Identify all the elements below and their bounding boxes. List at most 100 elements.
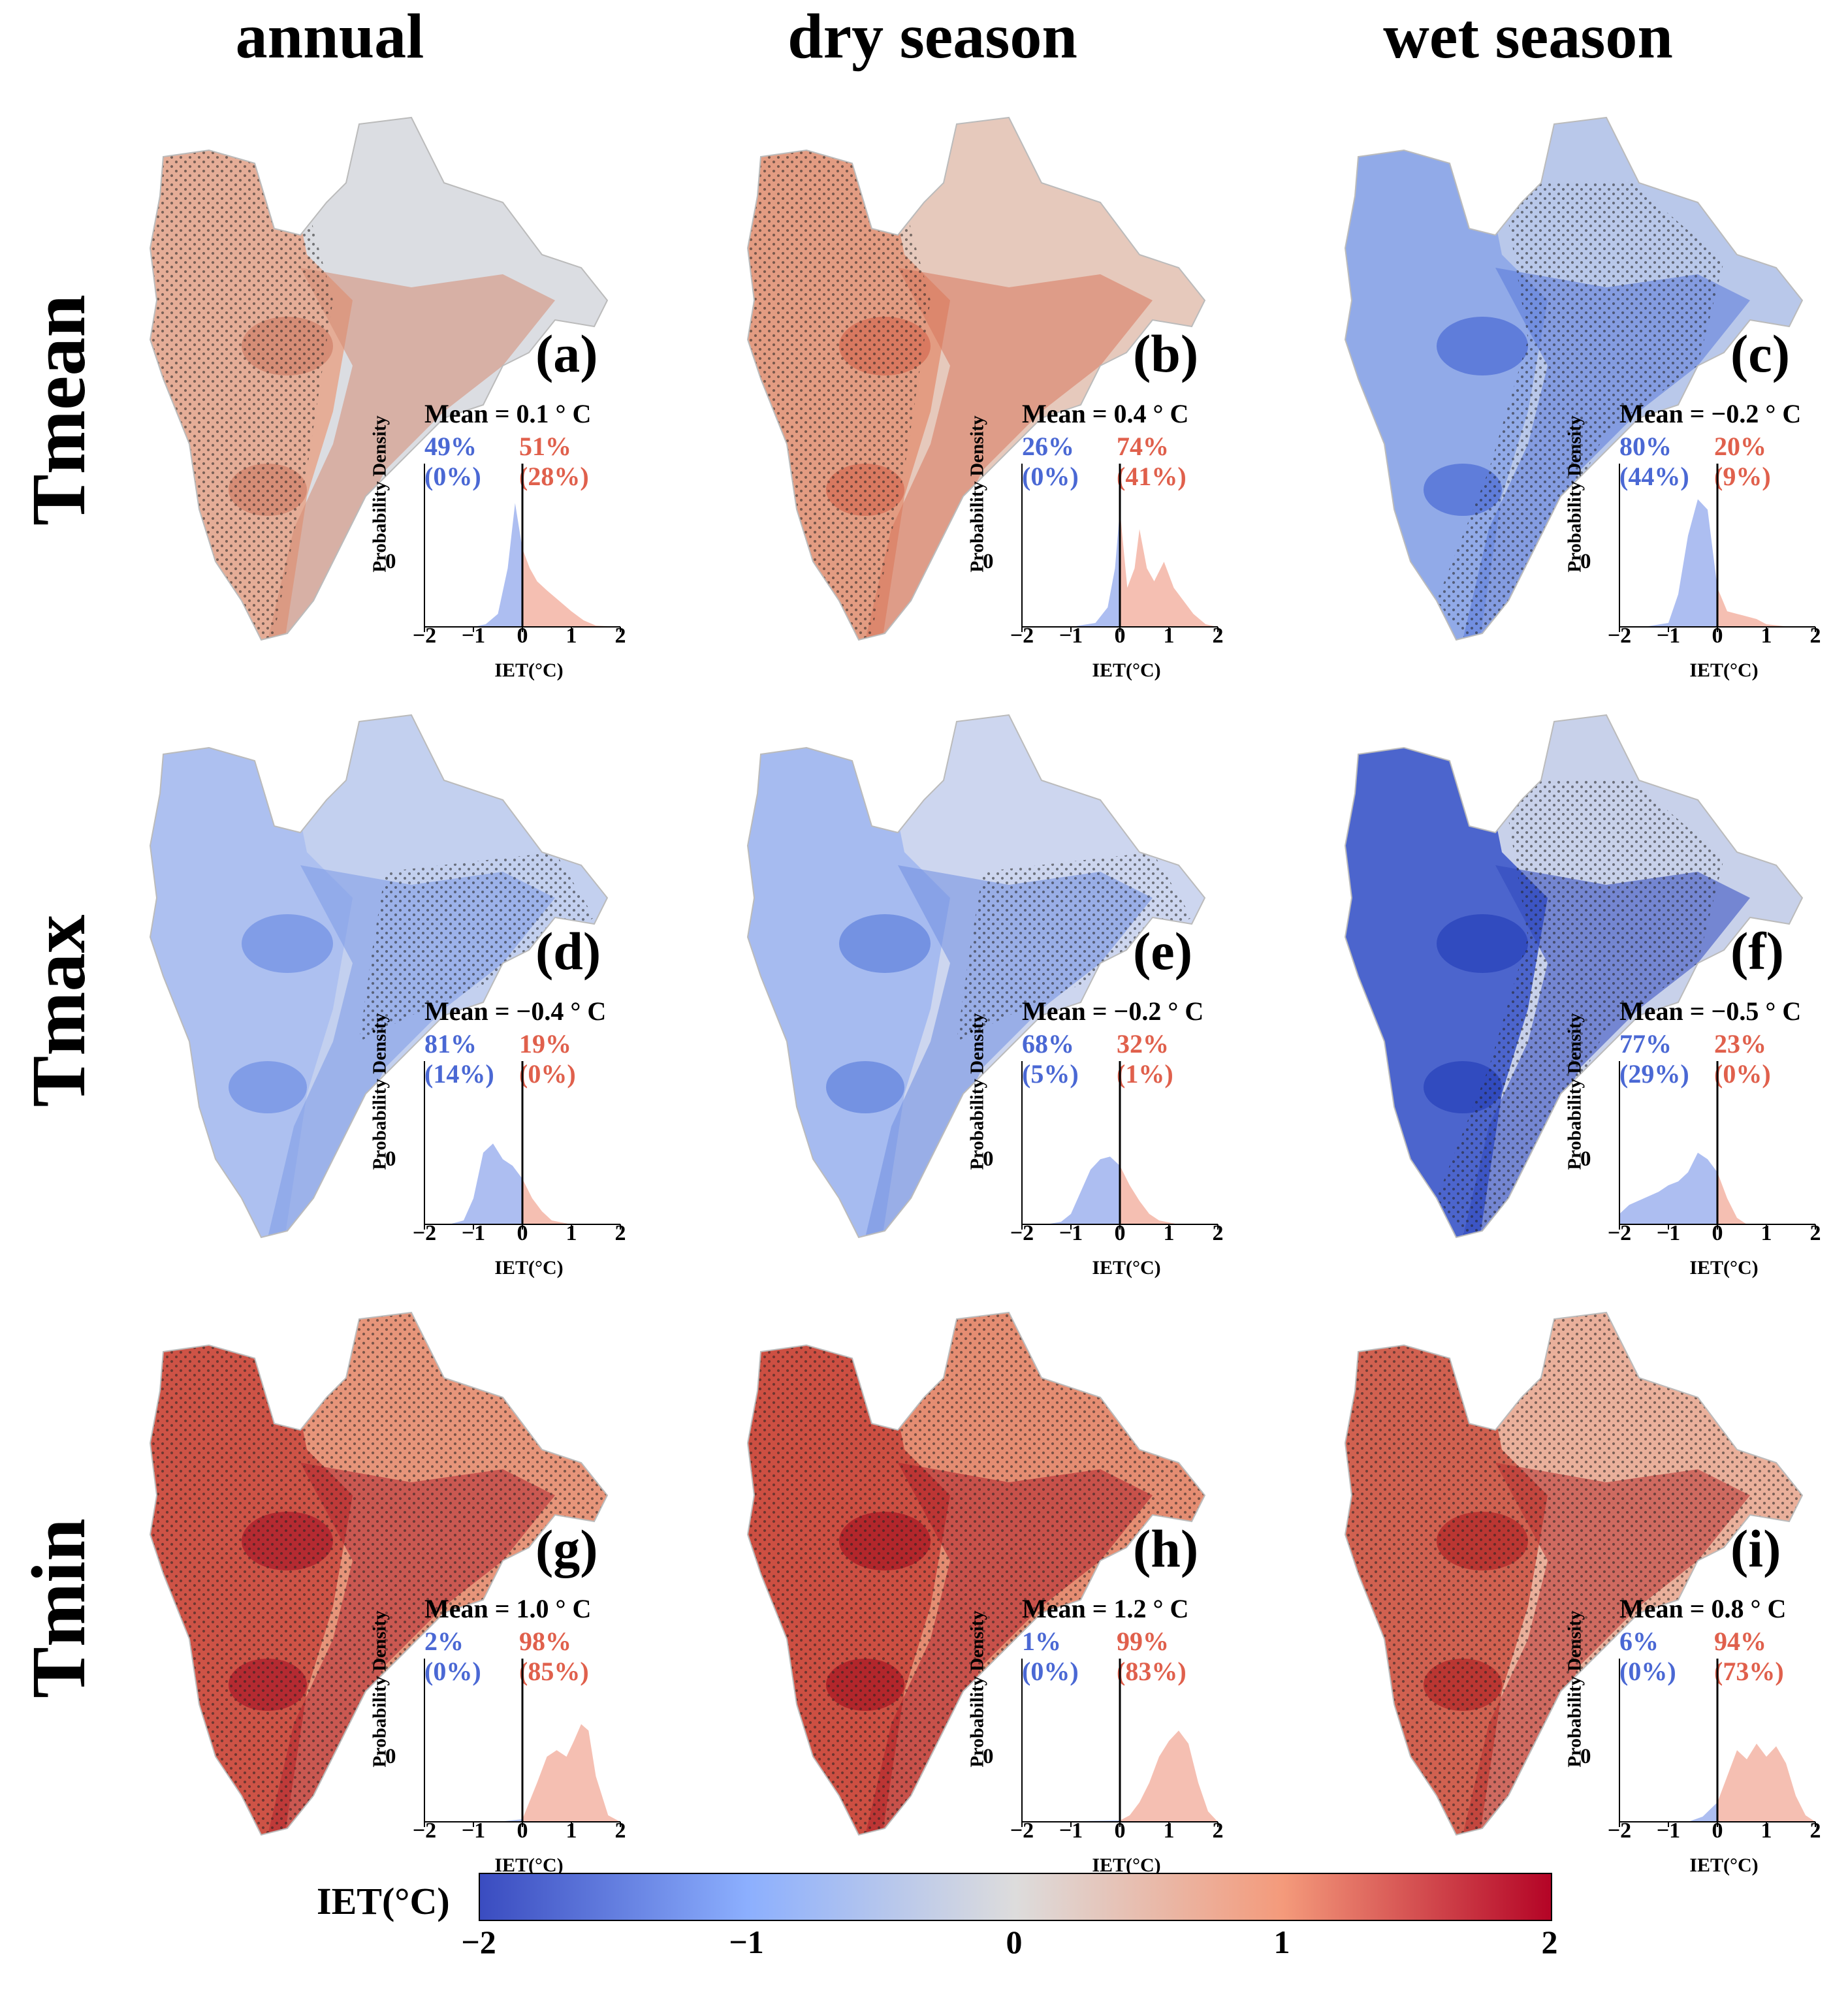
row-title-tmean: Tmean bbox=[16, 294, 101, 526]
colorbar-tick: −2 bbox=[461, 1924, 496, 1960]
mean-label: Mean = 1.2 ° C bbox=[1022, 1594, 1189, 1623]
density-area-negative bbox=[1619, 1153, 1717, 1224]
density-inset: Mean = 0.1 ° C 49% (0%) 51% (28%) Probability… bbox=[370, 398, 673, 681]
panel-label: (d) bbox=[535, 921, 601, 981]
negative-share: 80% bbox=[1619, 432, 1672, 461]
inset-x-tick: 1 bbox=[1760, 1221, 1772, 1245]
basin-outline bbox=[1344, 714, 1804, 1239]
density-inset: Mean = −0.5 ° C 77% (29%) 23% (0%) Probabilit… bbox=[1565, 996, 1848, 1279]
negative-share: 1% bbox=[1022, 1627, 1061, 1656]
positive-share: 20% bbox=[1714, 432, 1766, 461]
colorbar-tick: −1 bbox=[729, 1924, 764, 1960]
inset-x-tick: 2 bbox=[1809, 624, 1821, 648]
inset-x-axis-label: IET(°C) bbox=[1092, 1257, 1161, 1279]
inset-y-tick: 0 bbox=[1580, 1745, 1591, 1768]
panel-label: (f) bbox=[1730, 921, 1784, 981]
map-region-center bbox=[268, 268, 555, 640]
inset-x-tick: −2 bbox=[1010, 1221, 1034, 1245]
inset-x-axis-label: IET(°C) bbox=[1689, 1854, 1759, 1876]
inset-x-axis-label: IET(°C) bbox=[1689, 1257, 1759, 1279]
positive-significant-share: (0%) bbox=[1714, 1059, 1771, 1089]
density-plot bbox=[424, 464, 621, 632]
panel-h: (h) Mean = 1.2 ° C 1% (0%) 99% (83%) Probabili… bbox=[722, 1299, 1283, 1876]
density-area-positive bbox=[522, 549, 620, 627]
inset-x-tick: 1 bbox=[1760, 1819, 1772, 1843]
inset-x-tick: 0 bbox=[1114, 624, 1126, 648]
inset-y-tick: 0 bbox=[983, 550, 994, 573]
inset-x-tick: 1 bbox=[566, 1221, 577, 1245]
inset-x-tick: 0 bbox=[1712, 1819, 1723, 1843]
inset-x-tick: −1 bbox=[1059, 1819, 1083, 1843]
density-inset: Mean = −0.2 ° C 68% (5%) 32% (1%) Probability… bbox=[967, 996, 1270, 1279]
mean-label: Mean = 0.8 ° C bbox=[1619, 1594, 1787, 1623]
panel-label: (e) bbox=[1133, 921, 1193, 981]
density-area-positive bbox=[1120, 1730, 1218, 1822]
inset-x-tick: 0 bbox=[517, 1819, 528, 1843]
panel-label: (h) bbox=[1133, 1519, 1199, 1578]
basin-map bbox=[149, 1311, 609, 1836]
density-inset: Mean = 0.8 ° C 6% (0%) 94% (73%) Probability … bbox=[1565, 1593, 1848, 1876]
inset-x-tick: −2 bbox=[412, 1221, 437, 1245]
inset-y-tick: 0 bbox=[385, 1745, 396, 1768]
mean-label: Mean = −0.5 ° C bbox=[1619, 996, 1802, 1026]
inset-x-tick: −1 bbox=[461, 1221, 486, 1245]
density-plot bbox=[424, 1061, 621, 1230]
inset-x-tick: 1 bbox=[1163, 624, 1175, 648]
positive-share: 23% bbox=[1714, 1029, 1766, 1058]
basin-outline bbox=[149, 1311, 609, 1836]
density-area-positive bbox=[1120, 509, 1218, 627]
inset-x-tick: 1 bbox=[1760, 624, 1772, 648]
inset-x-tick: 0 bbox=[517, 1221, 528, 1245]
mean-label: Mean = 0.4 ° C bbox=[1022, 399, 1189, 428]
column-title-annual: annual bbox=[235, 1, 424, 72]
significance-stipple bbox=[957, 852, 1192, 1042]
density-area-positive bbox=[522, 1724, 620, 1822]
panel-f: (f) Mean = −0.5 ° C 77% (29%) 23% (0%) Probabi… bbox=[1319, 702, 1848, 1279]
row-title-tmax: Tmax bbox=[16, 914, 101, 1107]
density-area-negative bbox=[424, 1143, 522, 1224]
basin-outline bbox=[1344, 116, 1804, 641]
positive-share: 32% bbox=[1117, 1029, 1169, 1058]
basin-map bbox=[1344, 714, 1804, 1239]
density-inset: Mean = 1.2 ° C 1% (0%) 99% (83%) Probability … bbox=[967, 1593, 1270, 1876]
density-area-negative bbox=[424, 503, 522, 627]
inset-x-axis-label: IET(°C) bbox=[1689, 660, 1759, 681]
inset-x-tick: 2 bbox=[1809, 1819, 1821, 1843]
basin-map bbox=[1344, 1311, 1804, 1836]
density-plot bbox=[1021, 464, 1219, 632]
negative-share: 81% bbox=[424, 1029, 477, 1058]
inset-x-tick: −1 bbox=[1656, 1819, 1681, 1843]
inset-x-tick: 1 bbox=[566, 1819, 577, 1843]
inset-x-tick: −1 bbox=[1059, 1221, 1083, 1245]
inset-x-tick: 2 bbox=[1809, 1221, 1821, 1245]
basin-map bbox=[746, 116, 1206, 641]
positive-share: 94% bbox=[1714, 1627, 1766, 1656]
basin-outline bbox=[149, 116, 609, 641]
map-hotspot bbox=[826, 1061, 904, 1113]
inset-y-tick: 0 bbox=[1580, 550, 1591, 573]
significance-stipple bbox=[359, 852, 594, 1042]
inset-x-tick: −2 bbox=[412, 1819, 437, 1843]
negative-significant-share: (0%) bbox=[1022, 462, 1079, 491]
mean-label: Mean = 0.1 ° C bbox=[424, 399, 592, 428]
inset-x-tick: −1 bbox=[1059, 624, 1083, 648]
positive-share: 19% bbox=[519, 1029, 571, 1058]
panel-label: (g) bbox=[535, 1519, 598, 1578]
negative-significant-share: (0%) bbox=[1619, 1657, 1676, 1686]
inset-y-tick: 0 bbox=[1580, 1147, 1591, 1171]
inset-x-tick: −2 bbox=[412, 624, 437, 648]
negative-significant-share: (14%) bbox=[424, 1059, 494, 1089]
positive-significant-share: (85%) bbox=[519, 1657, 589, 1686]
negative-significant-share: (0%) bbox=[424, 462, 481, 491]
inset-x-axis-label: IET(°C) bbox=[1092, 1854, 1161, 1876]
inset-x-tick: −1 bbox=[1656, 624, 1681, 648]
negative-significant-share: (0%) bbox=[1022, 1657, 1079, 1686]
basin-outline bbox=[1344, 1311, 1804, 1836]
panel-a: (a) Mean = 0.1 ° C 49% (0%) 51% (28%) Probabil… bbox=[124, 104, 686, 681]
map-hotspot bbox=[839, 914, 931, 973]
basin-map bbox=[1344, 116, 1804, 641]
basin-outline bbox=[746, 1311, 1206, 1836]
positive-significant-share: (41%) bbox=[1117, 462, 1187, 491]
colorbar-label: IET(°C) bbox=[317, 1880, 450, 1922]
panel-label: (a) bbox=[535, 324, 598, 383]
